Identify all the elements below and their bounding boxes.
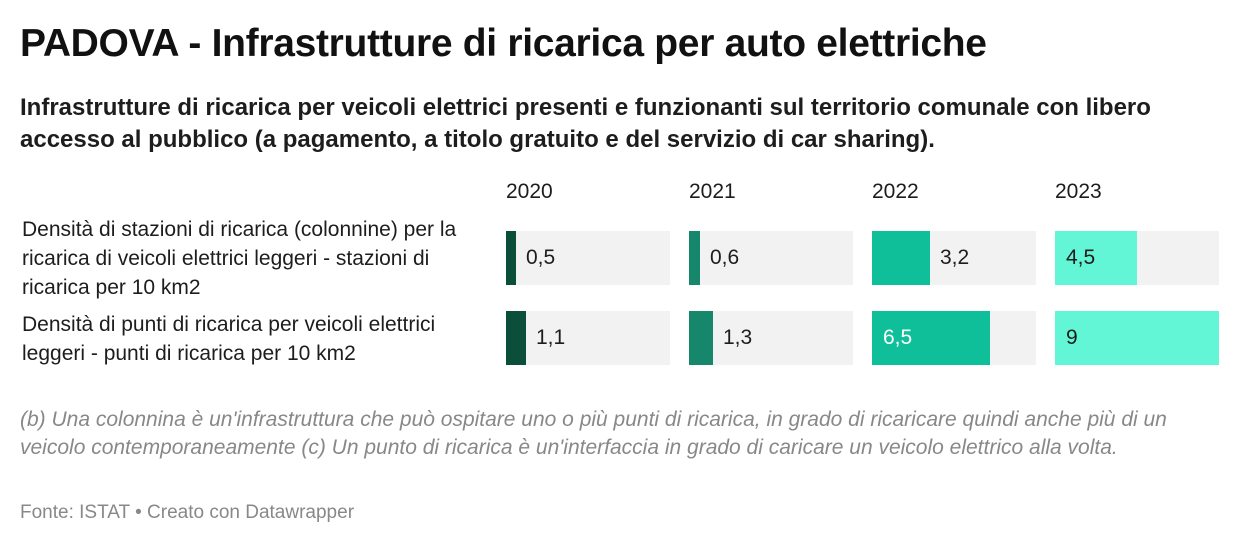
bar-track: 0,6 <box>689 231 853 285</box>
bar-track: 1,3 <box>689 311 853 365</box>
value-label: 3,2 <box>940 246 970 269</box>
bar-2020 <box>506 311 526 365</box>
column-header-2021: 2021 <box>689 180 736 203</box>
row-label-stations: Densità di stazioni di ricarica (colonni… <box>22 218 457 299</box>
bar-2020 <box>506 231 516 285</box>
row-label-points: Densità di punti di ricarica per veicoli… <box>22 313 436 365</box>
footnotes: (b) Una colonnina è un'infrastruttura ch… <box>20 408 1167 459</box>
value-label: 1,3 <box>723 326 753 349</box>
bar-track: 3,2 <box>872 231 1036 285</box>
bar-2021 <box>689 231 700 285</box>
value-label: 1,1 <box>536 326 566 349</box>
bar-2022 <box>872 231 930 285</box>
source-credit: Fonte: ISTAT • Creato con Datawrapper <box>20 502 355 523</box>
bar-2021 <box>689 311 713 365</box>
column-header-2023: 2023 <box>1055 180 1102 203</box>
bar-track: 6,5 <box>872 311 1036 365</box>
bar-2023 <box>1055 231 1137 285</box>
bar-track: 0,5 <box>506 231 670 285</box>
bar-track: 9 <box>1055 311 1219 365</box>
value-label: 0,5 <box>526 246 556 269</box>
chart-title: PADOVA - Infrastrutture di ricarica per … <box>20 22 987 65</box>
column-header-2020: 2020 <box>506 180 553 203</box>
column-header-2022: 2022 <box>872 180 919 203</box>
bar-2023 <box>1055 311 1219 365</box>
bar-track: 1,1 <box>506 311 670 365</box>
value-label: 4,5 <box>1066 246 1096 269</box>
value-label: 0,6 <box>710 246 740 269</box>
bar-track: 4,5 <box>1055 231 1219 285</box>
bar-2022 <box>872 311 990 365</box>
value-label: 6,5 <box>883 326 913 349</box>
chart-subtitle: Infrastrutture di ricarica per veicoli e… <box>20 94 1151 153</box>
value-label: 9 <box>1066 326 1078 349</box>
